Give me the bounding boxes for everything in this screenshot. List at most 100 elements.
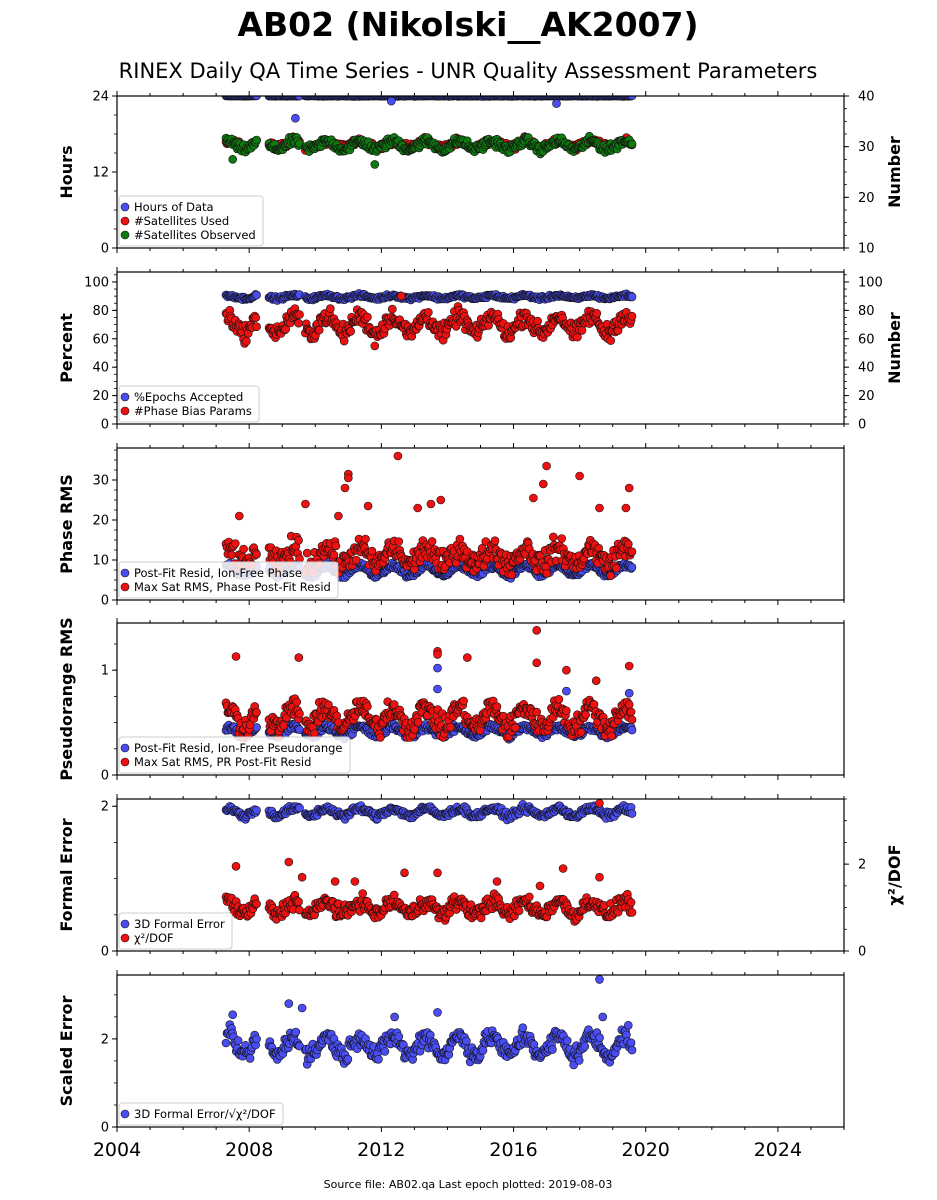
data-point <box>239 544 248 554</box>
data-point <box>507 570 517 580</box>
y-right-tick-label: 40 <box>858 361 875 376</box>
legend-marker <box>120 743 130 753</box>
outlier-point <box>426 499 436 509</box>
data-point <box>606 571 616 581</box>
outlier-point <box>624 661 634 671</box>
legend-box <box>118 385 260 423</box>
y-tick-label: 20 <box>92 514 109 529</box>
outlier-point <box>538 479 548 489</box>
outlier-point <box>294 653 304 662</box>
data-point <box>475 726 485 735</box>
outlier-point <box>462 653 472 662</box>
data-point <box>252 290 261 300</box>
legend-entry: Post-Fit Resid, Ion-Free Phase <box>134 566 302 580</box>
data-point <box>627 139 637 149</box>
data-point <box>624 700 634 710</box>
y-right-tick-label: 20 <box>858 389 875 404</box>
y-tick-label: 0 <box>101 769 109 784</box>
outlier-point <box>334 511 343 521</box>
y-axis-label: Hours <box>57 145 76 198</box>
data-point <box>627 311 637 321</box>
data-point <box>339 336 349 346</box>
data-point <box>627 715 637 725</box>
data-point <box>548 532 558 542</box>
data-point <box>279 721 289 730</box>
y-tick-label: 0 <box>101 418 109 433</box>
data-point <box>394 537 404 546</box>
outlier-point <box>575 471 584 481</box>
legend-marker <box>120 230 130 240</box>
panel-5-points <box>221 799 637 926</box>
data-point <box>511 723 520 733</box>
data-point <box>424 307 433 317</box>
outlier-point <box>228 155 237 164</box>
outlier-point <box>532 625 542 635</box>
legend-entry: #Satellites Used <box>134 214 229 228</box>
data-point <box>252 805 261 815</box>
legend: Hours of Data#Satellites Used#Satellites… <box>118 195 264 247</box>
data-point <box>325 304 335 313</box>
data-point <box>626 707 636 717</box>
outlier-point <box>343 473 353 483</box>
data-point <box>427 537 437 546</box>
data-point <box>524 892 534 902</box>
outlier-point <box>231 652 241 661</box>
legend-marker <box>120 406 130 416</box>
data-point <box>557 534 567 543</box>
data-point <box>294 318 303 328</box>
outlier-point <box>624 483 634 493</box>
legend-entry: #Satellites Observed <box>134 228 256 242</box>
outlier-point <box>552 99 561 108</box>
panel-2: 020406080100020406080100NumberPercent%Ep… <box>57 267 904 433</box>
outlier-point <box>436 495 446 505</box>
data-point <box>252 899 261 909</box>
data-point <box>251 313 260 323</box>
data-point <box>294 897 303 907</box>
outlier-point <box>532 658 542 668</box>
y-right-tick-label: 40 <box>858 90 875 105</box>
legend-marker <box>120 392 130 402</box>
data-point <box>295 310 304 319</box>
data-point <box>387 304 397 314</box>
data-point <box>346 326 356 336</box>
outlier-point <box>591 676 601 686</box>
data-point <box>351 555 361 565</box>
data-point <box>533 316 542 326</box>
legend-entry: #Phase Bias Params <box>134 404 252 418</box>
data-point <box>459 696 468 706</box>
data-point <box>413 717 423 727</box>
y-tick-label: 24 <box>92 90 109 105</box>
outlier-point <box>529 493 538 503</box>
outlier-point <box>624 688 634 698</box>
data-point <box>292 697 302 707</box>
y-right-axis-label: Number <box>885 136 904 208</box>
panel-2-points <box>221 289 637 351</box>
outlier-point <box>413 503 423 513</box>
y-tick-label: 60 <box>92 332 109 347</box>
figure-subtitle: RINEX Daily QA Time Series - UNR Quality… <box>119 59 818 83</box>
y-right-tick-label: 80 <box>858 304 875 319</box>
outlier-point <box>433 684 442 694</box>
y-tick-label: 10 <box>92 554 109 569</box>
data-point <box>295 709 304 719</box>
data-point <box>302 548 312 558</box>
data-point <box>577 326 587 335</box>
data-point <box>446 722 455 732</box>
data-point <box>581 710 591 720</box>
data-point <box>627 96 637 101</box>
data-point <box>314 325 324 335</box>
data-point <box>294 535 303 545</box>
data-point <box>252 707 261 717</box>
y-right-tick-label: 60 <box>858 332 875 347</box>
legend-entry: Post-Fit Resid, Ion-Free Pseudorange <box>134 741 342 755</box>
panel-4-points <box>221 625 637 744</box>
data-point <box>490 536 500 546</box>
outlier-point <box>562 686 571 696</box>
data-point <box>252 135 261 145</box>
outlier-point <box>291 113 300 123</box>
data-point <box>363 312 372 322</box>
